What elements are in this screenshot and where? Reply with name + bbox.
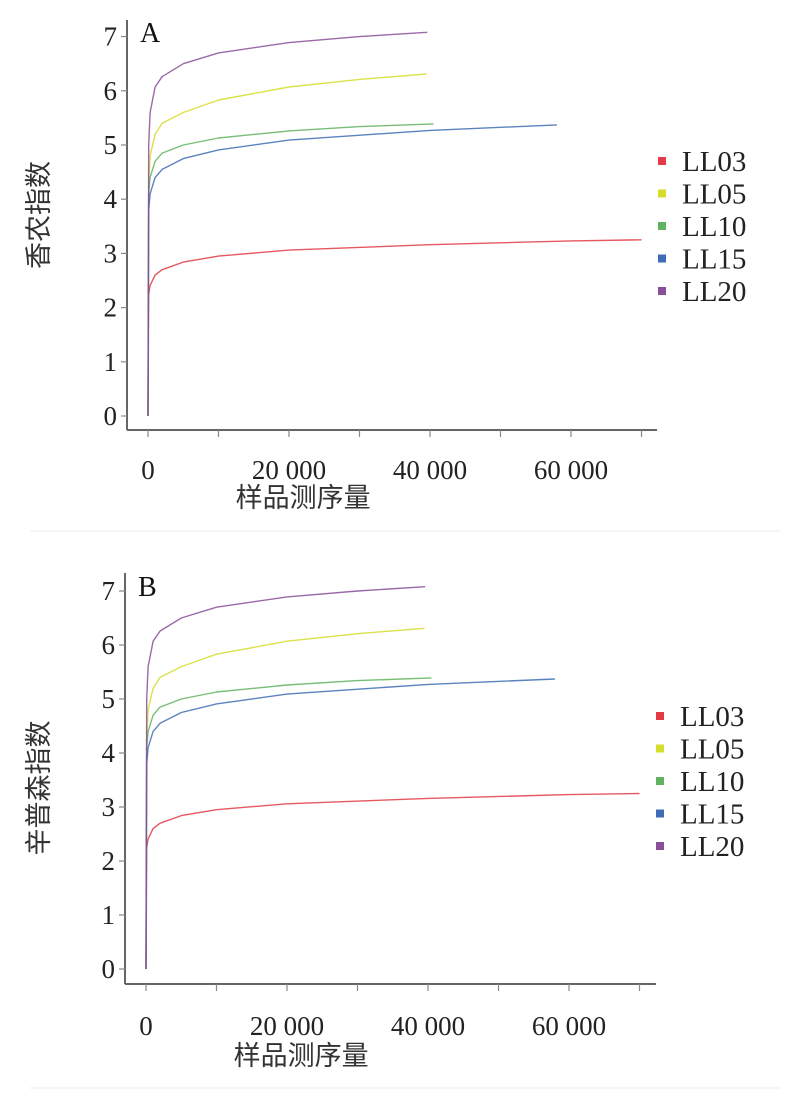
- legend-label-ll20: LL20: [680, 831, 744, 863]
- y-tick-label: 7: [102, 576, 116, 606]
- series-line-ll10: [147, 123, 434, 417]
- series-line-ll20: [147, 31, 428, 417]
- y-tick-label: 5: [104, 130, 118, 160]
- chart-panel-a: 0 1 2 3 4 5 6 7 0 20 000 40 000 60 000 样品测序量 香农指数 A LL0…: [24, 18, 746, 514]
- series-line-ll03: [145, 792, 640, 970]
- legend-label-ll03: LL03: [680, 701, 744, 733]
- legend-label-ll05: LL05: [682, 179, 746, 211]
- legend-label-ll05: LL05: [680, 734, 744, 766]
- y-tick-label: 4: [104, 184, 118, 214]
- y-tick-label: 6: [102, 630, 116, 660]
- panel-label: A: [140, 18, 161, 49]
- series-line-ll15: [147, 124, 557, 417]
- series-line-ll03: [147, 239, 642, 417]
- x-axis-label: 样品测序量: [236, 483, 371, 514]
- x-tick-label: 0: [141, 455, 155, 485]
- legend-label-ll03: LL03: [682, 146, 746, 178]
- legend-swatch-ll03: [658, 157, 666, 165]
- chart-panel-b: 0 1 2 3 4 5 6 7 0 20 000 40 000 60 000 样品测序量 辛普森指数 B LL…: [24, 572, 744, 1072]
- legend-swatch-ll03: [656, 712, 664, 720]
- x-tick-label: 20 000: [252, 455, 326, 485]
- x-tick-label: 60 000: [534, 455, 608, 485]
- y-tick-label: 1: [102, 900, 116, 930]
- x-tick-label: 0: [139, 1011, 153, 1041]
- panel-label: B: [138, 572, 157, 603]
- y-tick-label: 4: [102, 738, 116, 768]
- x-tick-label: 60 000: [532, 1011, 606, 1041]
- legend-swatch-ll20: [656, 842, 664, 850]
- y-axis-label: 辛普森指数: [24, 721, 55, 856]
- x-tick-label: 40 000: [391, 1011, 465, 1041]
- legend-swatch-ll10: [658, 222, 666, 230]
- series-line-ll05: [147, 73, 427, 417]
- legend-label-ll10: LL10: [682, 211, 746, 243]
- legend-swatch-ll20: [658, 287, 666, 295]
- y-tick-label: 1: [104, 347, 118, 377]
- legend-label-ll10: LL10: [680, 766, 744, 798]
- x-tick-label: 40 000: [393, 455, 467, 485]
- x-tick-label: 20 000: [250, 1011, 324, 1041]
- legend-swatch-ll05: [656, 744, 664, 753]
- y-tick-label: 2: [102, 846, 116, 876]
- y-tick-label: 3: [104, 238, 118, 268]
- series-line-ll10: [145, 677, 432, 970]
- y-tick-label: 0: [102, 954, 116, 984]
- legend-label-ll20: LL20: [682, 276, 746, 308]
- y-tick-label: 3: [102, 792, 116, 822]
- y-axis-label: 香农指数: [24, 161, 55, 269]
- legend-swatch-ll15: [656, 809, 664, 818]
- legend-label-ll15: LL15: [682, 244, 746, 276]
- y-tick-label: 0: [104, 401, 118, 431]
- series-line-ll20: [145, 586, 426, 970]
- y-tick-label: 7: [104, 22, 118, 52]
- y-tick-label: 5: [102, 684, 116, 714]
- legend-swatch-ll15: [658, 254, 666, 263]
- y-tick-label: 6: [104, 76, 118, 106]
- y-tick-label: 2: [104, 293, 118, 323]
- x-axis-label: 样品测序量: [234, 1041, 369, 1072]
- legend-label-ll15: LL15: [680, 799, 744, 831]
- series-line-ll15: [145, 678, 555, 970]
- series-line-ll05: [145, 627, 425, 970]
- legend-swatch-ll10: [656, 777, 664, 785]
- legend-swatch-ll05: [658, 189, 666, 198]
